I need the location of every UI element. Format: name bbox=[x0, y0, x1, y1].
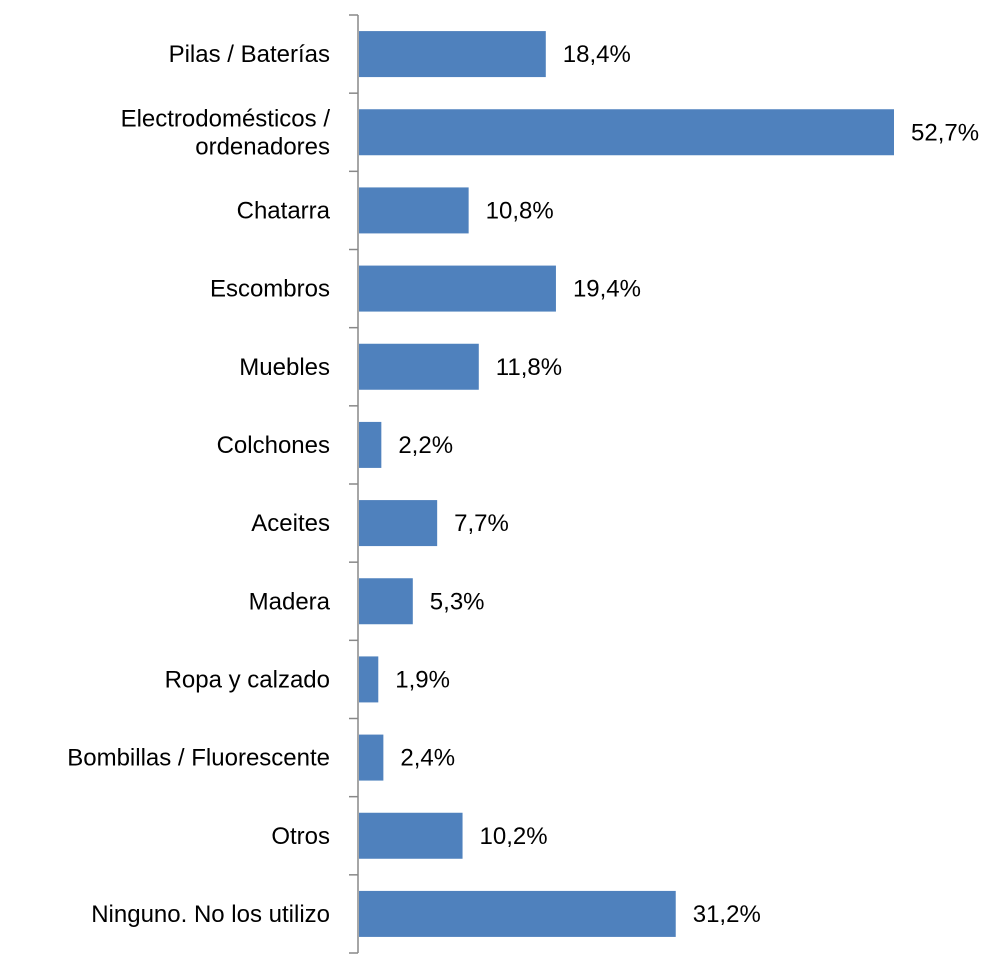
category-label: Pilas / Baterías bbox=[169, 41, 330, 68]
category-label: Escombros bbox=[210, 276, 330, 303]
category-label-line: Pilas / Baterías bbox=[169, 41, 330, 68]
bar bbox=[359, 812, 463, 859]
category-label-line: Aceites bbox=[251, 510, 330, 537]
category-label-line: Muebles bbox=[239, 354, 330, 381]
bar bbox=[359, 656, 379, 703]
category-label: Madera bbox=[249, 588, 331, 615]
category-label: Bombillas / Fluorescente bbox=[67, 745, 330, 772]
bar bbox=[359, 500, 438, 547]
bars bbox=[359, 31, 894, 937]
value-label: 7,7% bbox=[454, 510, 509, 537]
category-label-line: Colchones bbox=[217, 432, 330, 459]
value-labels: 18,4% 52,7% 10,8% 19,4% 11,8% 2,2% 7,7% 5,3% 1,9… bbox=[395, 41, 979, 928]
value-label: 18,4% bbox=[563, 41, 631, 68]
category-label-line: Otros bbox=[271, 823, 330, 850]
category-label: Aceites bbox=[251, 510, 330, 537]
category-label-line: Electrodomésticos / bbox=[121, 105, 331, 132]
category-label-line: ordenadores bbox=[195, 133, 330, 160]
value-label: 5,3% bbox=[430, 588, 485, 615]
value-label: 10,8% bbox=[486, 197, 554, 224]
category-label: Otros bbox=[271, 823, 330, 850]
value-label: 11,8% bbox=[496, 354, 562, 381]
category-label-line: Bombillas / Fluorescente bbox=[67, 745, 330, 772]
category-label-line: Chatarra bbox=[237, 197, 331, 224]
category-label: Muebles bbox=[239, 354, 330, 381]
value-label: 1,9% bbox=[395, 666, 450, 693]
bar bbox=[359, 31, 546, 78]
bar bbox=[359, 421, 382, 468]
category-label: Ninguno. No los utilizo bbox=[91, 901, 330, 928]
bar bbox=[359, 109, 894, 156]
category-label-line: Escombros bbox=[210, 276, 330, 303]
category-label: Ropa y calzado bbox=[165, 666, 330, 693]
value-label: 2,4% bbox=[400, 745, 455, 772]
bar bbox=[359, 734, 384, 781]
category-label-line: Madera bbox=[249, 588, 331, 615]
category-labels: Pilas / Baterías Electrodomésticos / orden… bbox=[67, 41, 330, 928]
value-label: 2,2% bbox=[398, 432, 453, 459]
bar bbox=[359, 890, 676, 937]
category-label: Colchones bbox=[217, 432, 330, 459]
bar bbox=[359, 578, 413, 625]
category-label: Electrodomésticos / ordenadores bbox=[121, 105, 331, 160]
bar bbox=[359, 187, 469, 234]
category-label-line: Ropa y calzado bbox=[165, 666, 330, 693]
value-label: 19,4% bbox=[573, 276, 641, 303]
category-label-line: Ninguno. No los utilizo bbox=[91, 901, 330, 928]
bar bbox=[359, 343, 479, 390]
value-label: 31,2% bbox=[693, 901, 761, 928]
category-label: Chatarra bbox=[237, 197, 331, 224]
value-label: 10,2% bbox=[480, 823, 548, 850]
value-label: 52,7% bbox=[911, 119, 979, 146]
bar bbox=[359, 265, 556, 312]
y-axis bbox=[349, 14, 359, 954]
